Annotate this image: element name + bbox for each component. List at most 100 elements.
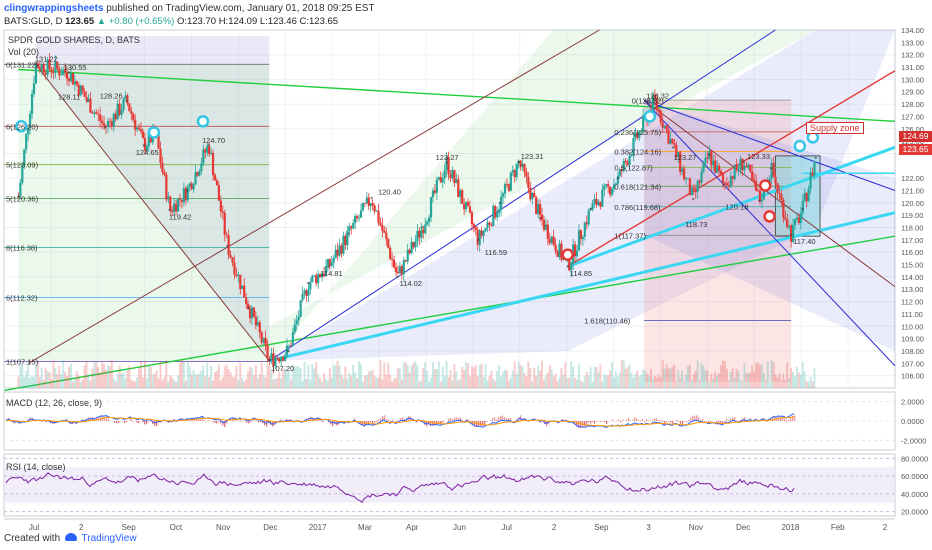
macd-histogram-bar <box>362 421 364 426</box>
candle-body <box>315 275 318 284</box>
volume-bar <box>276 378 279 388</box>
macd-histogram-bar <box>372 421 374 424</box>
change: ▲ +0.80 (+0.65%) <box>96 16 175 27</box>
volume-bar <box>498 365 501 388</box>
volume-bar <box>725 368 728 388</box>
macd-histogram-bar <box>710 421 712 423</box>
candle-body <box>445 157 448 171</box>
candle-body <box>340 245 343 254</box>
candle-body <box>778 192 781 194</box>
volume-bar <box>805 381 808 388</box>
volume-bar <box>484 363 487 388</box>
volume-bar <box>723 361 726 388</box>
symbol: BATS:GLD <box>4 16 51 27</box>
candle-body <box>533 192 536 198</box>
candle-body <box>640 130 643 132</box>
volume-bar <box>389 374 392 388</box>
macd-histogram-bar <box>584 421 586 427</box>
price-point <box>17 195 20 198</box>
volume-bar <box>202 365 205 388</box>
candle-body <box>110 121 113 127</box>
volume-bar <box>488 375 491 388</box>
macd-histogram-bar <box>502 415 504 421</box>
candle-body <box>749 164 752 172</box>
volume-bar <box>315 362 318 388</box>
volume-bar <box>250 367 253 388</box>
volume-bar <box>301 380 304 388</box>
volume-bar <box>593 367 596 388</box>
volume-bar <box>550 369 553 388</box>
volume-bar <box>260 361 263 388</box>
candle-body <box>350 226 353 229</box>
candle-body <box>433 190 437 193</box>
volume-bar <box>287 370 290 388</box>
macd-histogram-bar <box>208 420 210 421</box>
macd-histogram-bar <box>652 419 654 421</box>
chart-canvas[interactable]: 131.22 130.55 128.26 128.11 124.65 119.42 124.… <box>0 28 932 533</box>
volume-bar <box>112 378 115 388</box>
tradingview-link[interactable]: TradingView <box>81 533 137 544</box>
price-point <box>498 201 502 205</box>
candle-body <box>426 221 429 225</box>
candle-body <box>295 320 298 325</box>
candle-body <box>718 165 721 172</box>
candle-body <box>542 220 546 230</box>
volume-bar <box>138 368 141 388</box>
volume-bar <box>764 380 767 388</box>
candle-body <box>173 203 176 212</box>
candle-body <box>437 177 440 180</box>
candle-body <box>69 72 73 82</box>
candle-body <box>698 180 701 183</box>
candle-body <box>71 72 75 85</box>
candle-body <box>772 163 775 177</box>
volume-bar <box>683 381 686 388</box>
price-point <box>691 197 695 201</box>
signal-marker-icon <box>763 210 776 223</box>
macd-histogram-bar <box>738 421 740 422</box>
candle-body <box>527 176 530 188</box>
volume-bar <box>175 381 178 388</box>
candle-body <box>97 113 100 115</box>
macd-histogram-bar <box>396 421 398 423</box>
volume-bar <box>149 366 152 388</box>
candle-body <box>385 232 388 240</box>
author-link[interactable]: clingwrappingsheets <box>4 3 104 14</box>
candle-body <box>632 138 635 156</box>
time-tick-label: Feb <box>831 523 845 532</box>
volume-bar <box>381 379 384 388</box>
volume-bar <box>595 366 598 388</box>
volume-bar <box>794 375 797 388</box>
macd-histogram-bar <box>404 418 406 421</box>
candle-body <box>50 68 53 73</box>
candle-body <box>653 94 656 99</box>
volume-bar <box>393 378 396 388</box>
candle-body <box>387 239 390 248</box>
volume-bar <box>307 364 310 388</box>
macd-histogram-bar <box>606 421 608 425</box>
volume-bar <box>221 376 224 388</box>
volume-bar <box>694 370 697 388</box>
volume-bar <box>716 375 719 388</box>
candle-body <box>60 74 63 76</box>
candle-body <box>568 257 571 271</box>
volume-bar <box>19 362 22 388</box>
macd-histogram-bar <box>152 421 154 424</box>
volume-bar <box>233 376 236 388</box>
price-point <box>517 160 520 164</box>
candle-body <box>813 161 816 176</box>
volume-bar <box>334 365 337 388</box>
candle-body <box>402 260 405 275</box>
volume-bar <box>585 372 588 388</box>
macd-label: MACD (12, 26, close, 9) <box>6 398 103 408</box>
macd-histogram-bar <box>622 419 624 421</box>
volume-bar <box>710 373 713 388</box>
candle-body <box>75 81 78 85</box>
price-point <box>814 156 817 159</box>
candle-body <box>19 182 22 197</box>
candle-body <box>190 183 193 190</box>
candle-body <box>264 337 267 345</box>
volume-bar <box>210 365 213 388</box>
candle-body <box>293 324 296 333</box>
candle-body <box>237 274 240 277</box>
channel-line <box>643 99 896 288</box>
